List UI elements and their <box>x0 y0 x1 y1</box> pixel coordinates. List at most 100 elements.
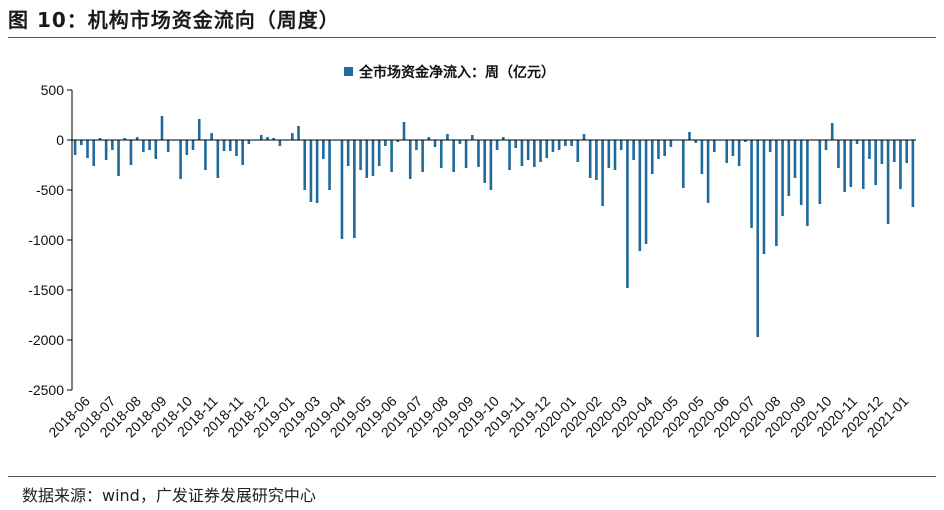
bar <box>390 140 393 172</box>
bar <box>601 140 604 206</box>
bar <box>477 140 480 167</box>
title-rule <box>8 37 936 38</box>
bar <box>837 140 840 168</box>
bar <box>80 140 83 145</box>
bar <box>353 140 356 238</box>
bar <box>539 140 542 162</box>
bar <box>396 140 400 142</box>
bar <box>166 140 170 152</box>
bar <box>384 140 387 146</box>
figure-title: 图 10：机构市场资金流向（周度） <box>8 8 340 32</box>
bar <box>868 140 871 159</box>
legend-swatch <box>344 67 353 76</box>
bar <box>905 140 908 163</box>
bar <box>259 135 263 140</box>
source-rule <box>8 476 936 477</box>
bar <box>129 140 133 165</box>
bar <box>402 122 406 140</box>
bar <box>576 140 580 162</box>
bar <box>73 140 77 155</box>
bar <box>799 140 803 205</box>
bar <box>117 140 120 176</box>
bar <box>657 140 660 159</box>
bar <box>210 133 213 140</box>
bar <box>588 140 592 178</box>
bar <box>272 138 275 140</box>
bar <box>142 140 145 152</box>
bar <box>713 140 716 152</box>
bar <box>750 140 753 228</box>
bar <box>123 138 127 140</box>
bar <box>533 140 536 167</box>
bar <box>148 140 151 150</box>
bar <box>427 137 431 140</box>
bar <box>241 140 244 165</box>
bar <box>582 134 586 140</box>
y-tick-label: 0 <box>56 132 64 148</box>
bar <box>744 140 747 142</box>
bar <box>806 140 809 226</box>
bar <box>756 140 760 337</box>
bar <box>520 140 524 166</box>
bar <box>197 119 201 140</box>
bar <box>408 140 412 179</box>
bar <box>315 140 319 203</box>
bar <box>415 140 418 150</box>
bar <box>433 140 437 147</box>
bar <box>421 140 424 172</box>
bar <box>861 140 865 189</box>
bar <box>514 140 518 148</box>
bar <box>365 140 369 178</box>
bar <box>700 140 704 174</box>
bar <box>154 140 158 159</box>
bar <box>855 140 859 144</box>
bar <box>508 140 511 170</box>
bar <box>644 140 648 244</box>
legend-label: 全市场资金净流入：周（亿元） <box>358 64 555 81</box>
bar <box>86 140 89 158</box>
bar <box>781 140 784 216</box>
bar <box>899 140 902 189</box>
bar <box>464 140 468 168</box>
bar <box>322 140 325 159</box>
bar <box>297 126 300 140</box>
bar <box>874 140 877 185</box>
bar <box>204 140 207 170</box>
bar <box>185 140 189 155</box>
bar <box>489 140 493 190</box>
bar <box>849 140 853 187</box>
bar <box>793 140 797 178</box>
bar <box>179 140 182 179</box>
bar <box>228 140 232 151</box>
bar <box>607 140 611 168</box>
bar <box>98 138 102 140</box>
source-note: 数据来源：wind，广发证券发展研究中心 <box>22 486 316 505</box>
bar <box>160 116 164 140</box>
bar <box>564 140 567 146</box>
bar <box>135 137 139 140</box>
bar <box>452 140 455 172</box>
bar <box>346 140 350 166</box>
bar <box>638 140 642 251</box>
bar <box>669 140 673 147</box>
y-tick-label: -2500 <box>28 382 64 398</box>
bar <box>328 140 331 190</box>
bar <box>787 140 791 196</box>
bar <box>470 135 474 140</box>
bar <box>762 140 766 254</box>
bar <box>191 140 195 150</box>
bar <box>892 140 896 162</box>
bar <box>371 140 375 176</box>
bar <box>775 140 778 246</box>
bar <box>551 140 555 152</box>
bar <box>266 137 269 140</box>
bar <box>706 140 710 203</box>
bar <box>570 140 573 146</box>
bar <box>458 140 462 144</box>
bar <box>495 140 499 150</box>
bar <box>439 140 443 168</box>
bar <box>843 140 846 192</box>
bar <box>650 140 654 174</box>
bar <box>216 140 220 178</box>
